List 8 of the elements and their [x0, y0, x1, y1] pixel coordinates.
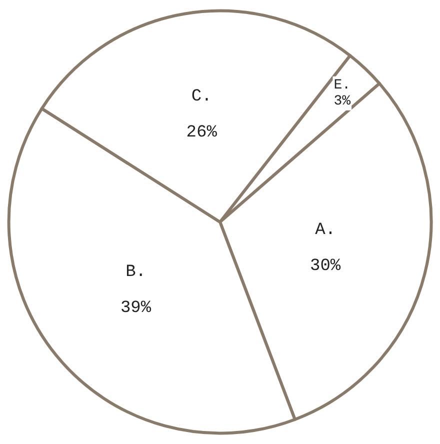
data-label: 26% — [186, 123, 218, 142]
slice-label: B. — [126, 263, 146, 282]
data-label: 3% — [334, 93, 352, 110]
slice-label: E. — [334, 77, 351, 94]
data-label: 30% — [310, 257, 342, 276]
data-label: 39% — [120, 299, 152, 318]
slice-label: C. — [191, 87, 212, 106]
slice-label: A. — [315, 221, 336, 240]
